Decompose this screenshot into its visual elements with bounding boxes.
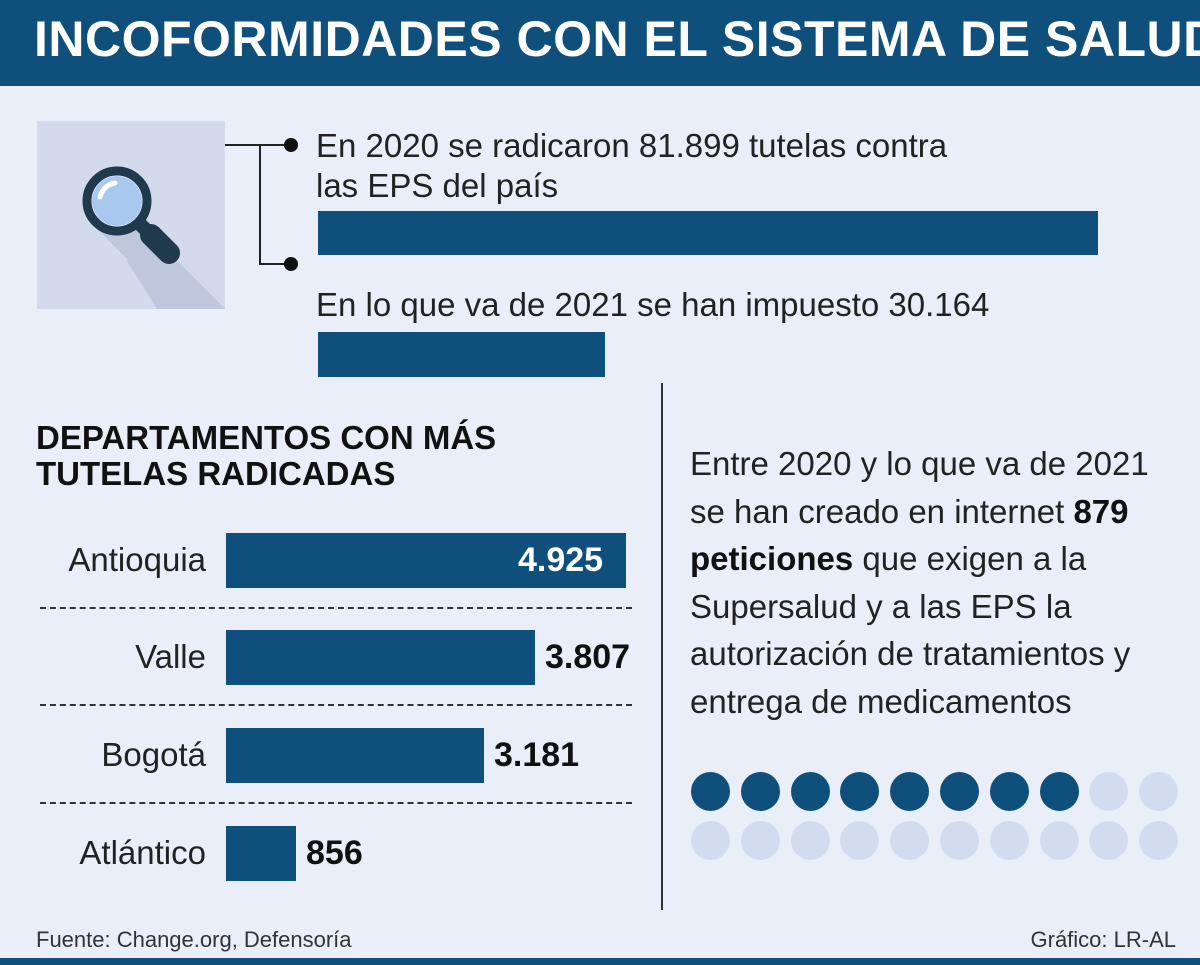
- category-label: Atlántico: [79, 834, 206, 871]
- petitions-text-after: que exigen a la Supersalud y a las EPS l…: [690, 540, 1131, 720]
- category-label: Antioquia: [68, 541, 206, 578]
- petitions-text-before: Entre 2020 y lo que va de 2021 se han cr…: [690, 445, 1149, 530]
- petition-dot-empty: [1089, 772, 1128, 811]
- petition-dot-filled: [890, 772, 929, 811]
- value-label: 3.181: [494, 736, 580, 774]
- separator-dashed-line: [40, 607, 632, 609]
- value-label: 3.807: [545, 638, 631, 676]
- petition-dot-filled: [940, 772, 979, 811]
- petition-dot-filled: [691, 772, 730, 811]
- petitions-count: 879 peticiones: [690, 492, 1129, 578]
- connector-horizontal: [225, 144, 260, 146]
- connector-bottom-branch: [259, 263, 291, 265]
- value-label: 4.925: [518, 541, 604, 579]
- graphic-credit: Gráfico: LR-AL: [1030, 927, 1177, 952]
- department-bar: [226, 533, 626, 588]
- petition-dot-filled: [840, 772, 879, 811]
- separator-dashed-line: [40, 802, 632, 804]
- connector-top-branch: [259, 144, 291, 146]
- petition-dot-empty: [990, 821, 1029, 860]
- value-label: 856: [306, 834, 363, 872]
- petition-dot-empty: [741, 821, 780, 860]
- magnifier-icon: [82, 166, 225, 309]
- stat-2021-line1: En lo que va de 2021 se han impuesto 30.…: [316, 286, 990, 323]
- petition-dot-empty: [1139, 772, 1178, 811]
- connector-vertical: [259, 144, 261, 265]
- department-bar: [226, 630, 535, 685]
- petition-dot-empty: [890, 821, 929, 860]
- petition-dot-empty: [1089, 821, 1128, 860]
- petition-dot-filled: [1040, 772, 1079, 811]
- petition-dot-filled: [791, 772, 830, 811]
- source-note: Fuente: Change.org, Defensoría: [36, 927, 352, 952]
- connector-dot-top: [284, 138, 298, 152]
- departments-title-line2: TUTELAS RADICADAS: [36, 455, 396, 492]
- petition-dot-empty: [1139, 821, 1178, 860]
- petition-dot-filled: [741, 772, 780, 811]
- petition-dot-empty: [791, 821, 830, 860]
- connector-dot-bottom: [284, 257, 298, 271]
- vertical-divider: [661, 383, 663, 910]
- petitions-text: Entre 2020 y lo que va de 2021 se han cr…: [690, 440, 1170, 725]
- category-label: Bogotá: [101, 736, 206, 773]
- petition-dot-filled: [990, 772, 1029, 811]
- department-bar: [226, 826, 296, 881]
- petition-dot-empty: [840, 821, 879, 860]
- separator-dashed-line: [40, 704, 632, 706]
- icon-panel: [37, 121, 225, 309]
- bottom-bar: [0, 958, 1200, 965]
- category-label: Valle: [135, 638, 206, 675]
- page-title: INCOFORMIDADES CON EL SISTEMA DE SALUD: [34, 11, 1200, 67]
- departments-title-line1: DEPARTAMENTOS CON MÁS: [36, 419, 497, 456]
- header-bar: INCOFORMIDADES CON EL SISTEMA DE SALUD: [0, 0, 1200, 86]
- stat-2020-line1: En 2020 se radicaron 81.899 tutelas cont…: [316, 127, 948, 164]
- department-bar: [226, 728, 484, 783]
- stat-2020-line2: las EPS del país: [316, 167, 559, 204]
- petition-dot-empty: [940, 821, 979, 860]
- petition-dot-empty: [1040, 821, 1079, 860]
- stat-bar-2020: [318, 211, 1098, 255]
- stat-bar-2021: [318, 332, 605, 377]
- petition-dot-empty: [691, 821, 730, 860]
